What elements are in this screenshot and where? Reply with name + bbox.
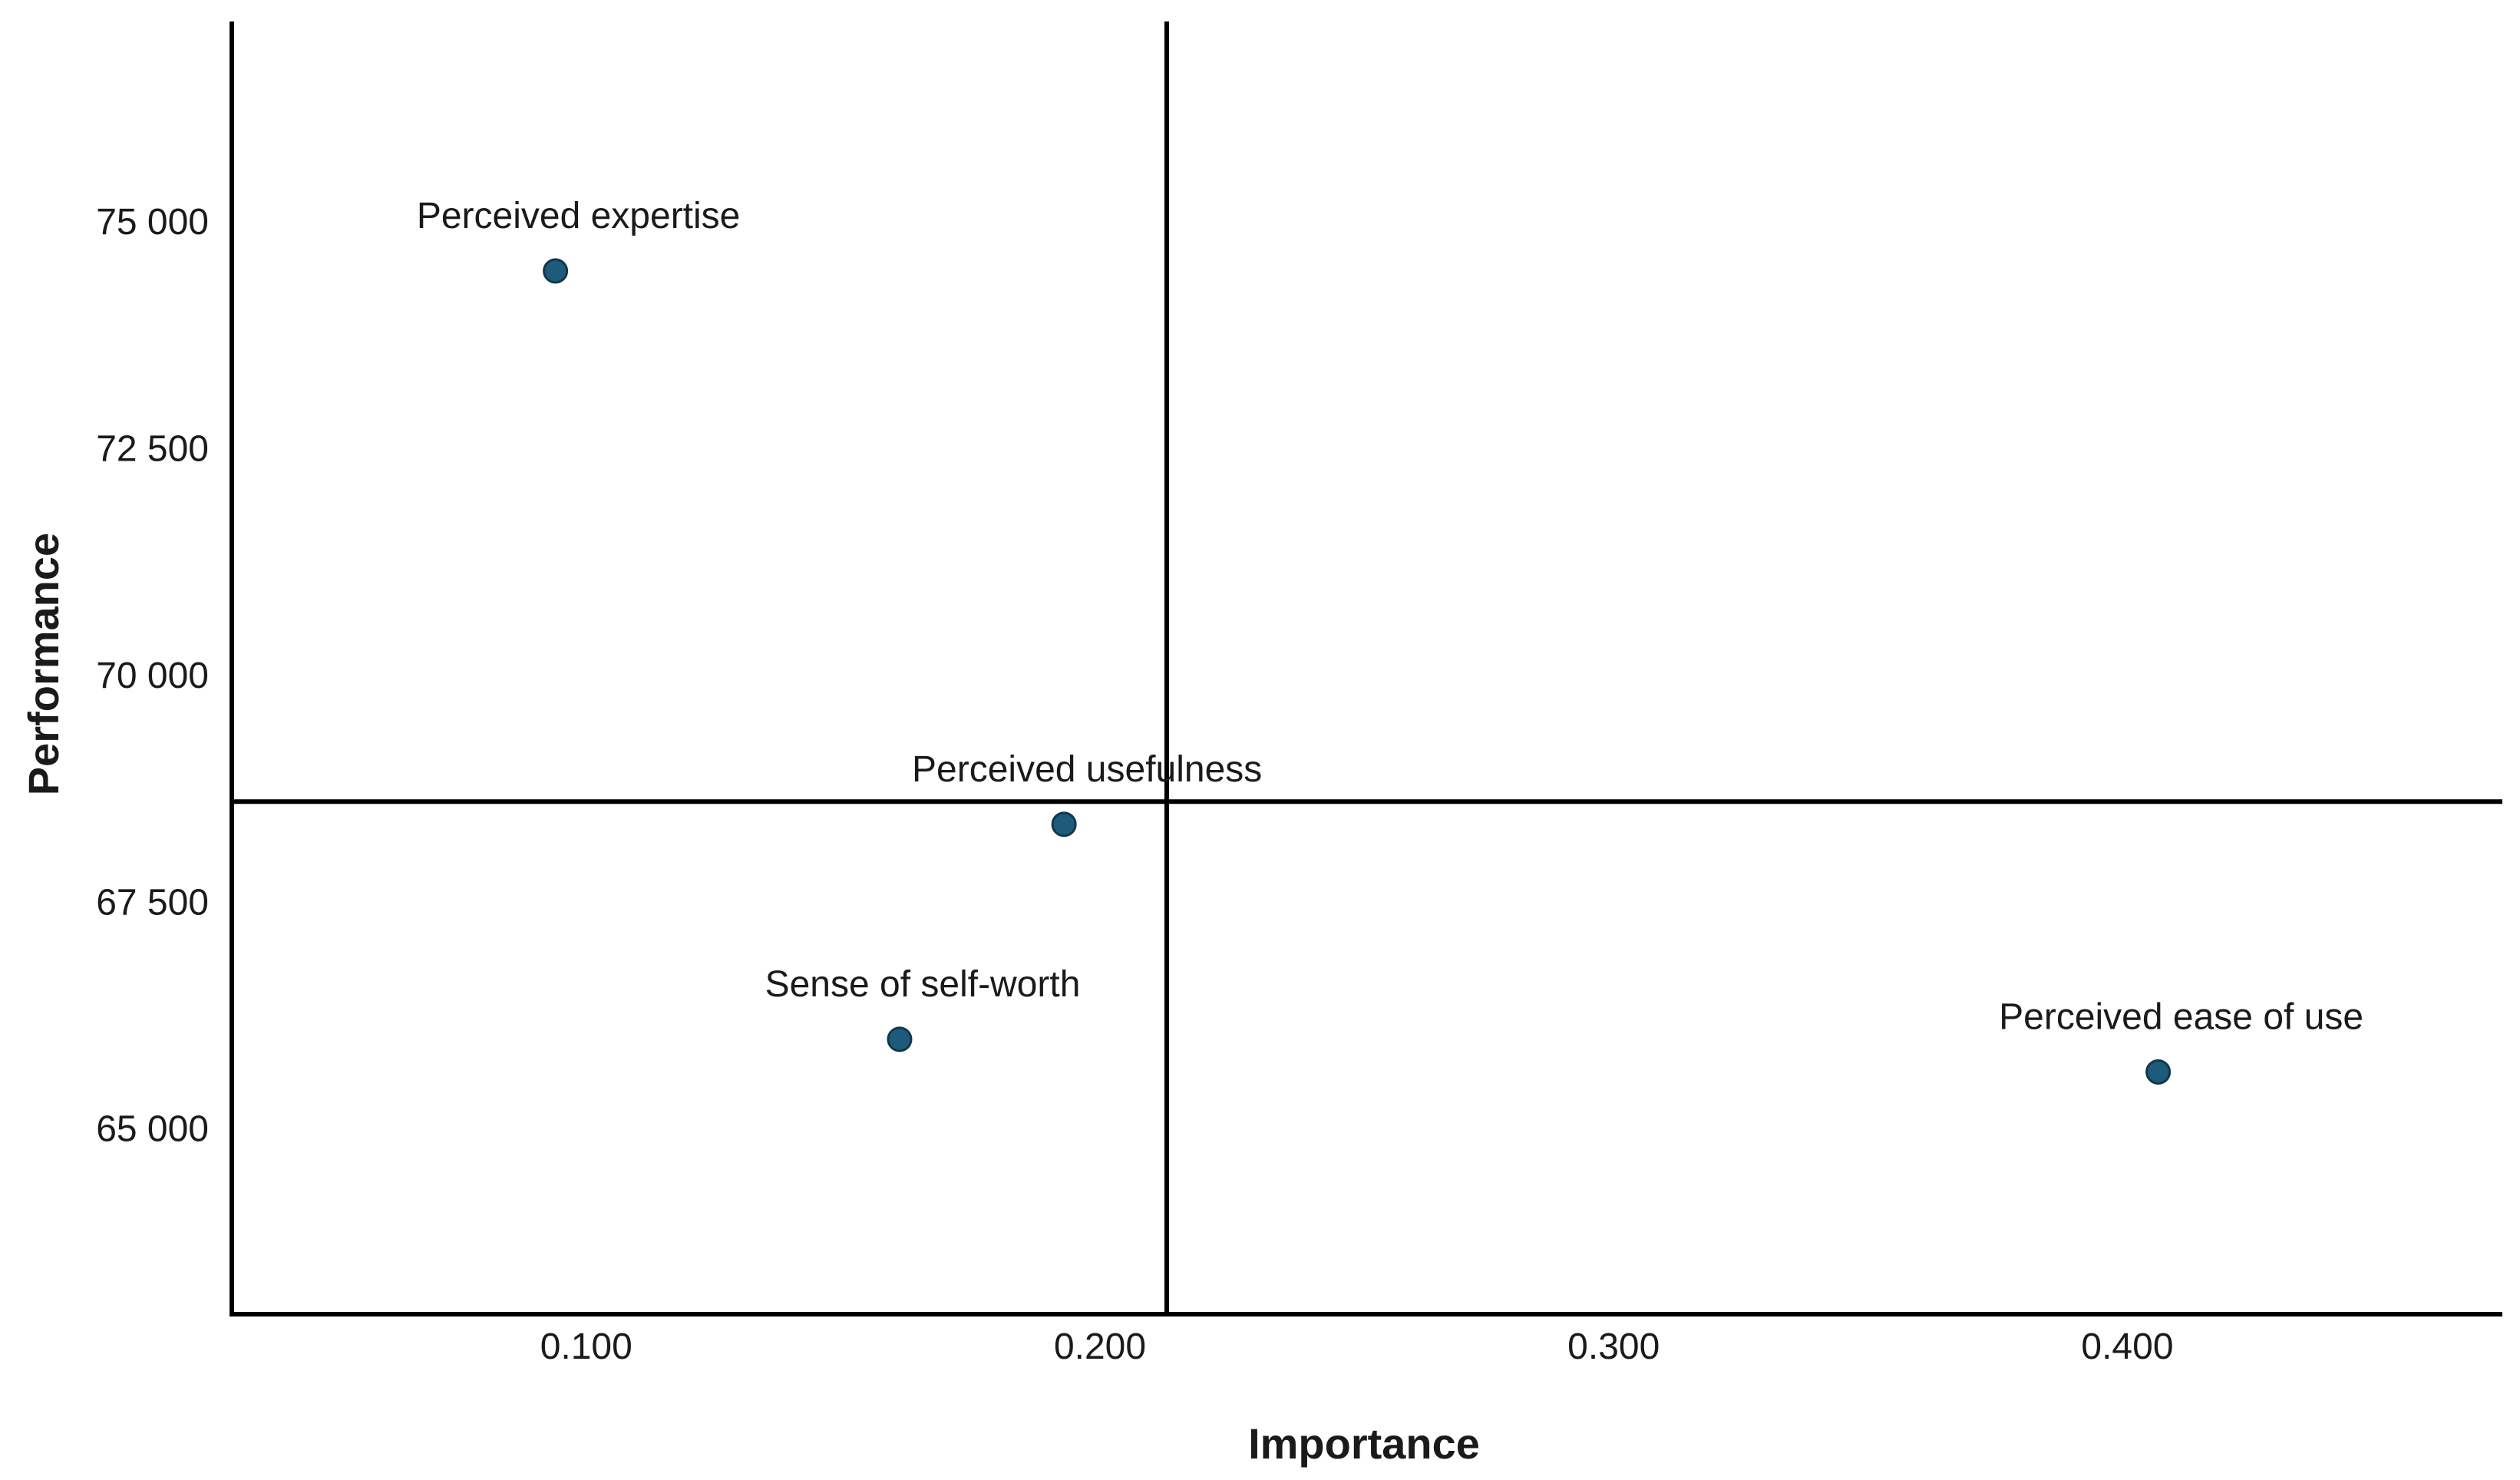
data-point-label: Perceived usefulness (912, 749, 1262, 790)
data-point (1051, 811, 1077, 837)
x-tick-label: 0.200 (1054, 1326, 1146, 1367)
x-axis-title: Importance (1248, 1419, 1480, 1468)
data-points (543, 258, 2172, 1085)
data-point (543, 258, 569, 284)
x-tick-label: 0.100 (540, 1326, 632, 1367)
y-tick-label: 72 500 (96, 428, 209, 469)
y-tick-label: 75 000 (96, 202, 209, 243)
y-tick-label: 67 500 (96, 882, 209, 923)
x-tick-label: 0.400 (2081, 1326, 2173, 1367)
x-tick-label: 0.300 (1567, 1326, 1660, 1367)
data-point (2145, 1059, 2172, 1085)
data-point (887, 1026, 913, 1052)
y-tick-label: 70 000 (96, 656, 209, 696)
data-point-labels: Perceived expertise Perceived usefulness S… (417, 196, 2363, 1037)
data-point-label: Sense of self-worth (765, 964, 1081, 1005)
y-axis-title: Performance (19, 533, 68, 795)
data-point-label: Perceived expertise (417, 196, 741, 236)
y-tick-label: 65 000 (96, 1109, 209, 1150)
y-tick-labels: 65 000 67 500 70 000 72 500 75 000 (96, 202, 209, 1150)
data-point-label: Perceived ease of use (1999, 996, 2363, 1037)
x-tick-labels: 0.100 0.200 0.300 0.400 (540, 1326, 2174, 1367)
